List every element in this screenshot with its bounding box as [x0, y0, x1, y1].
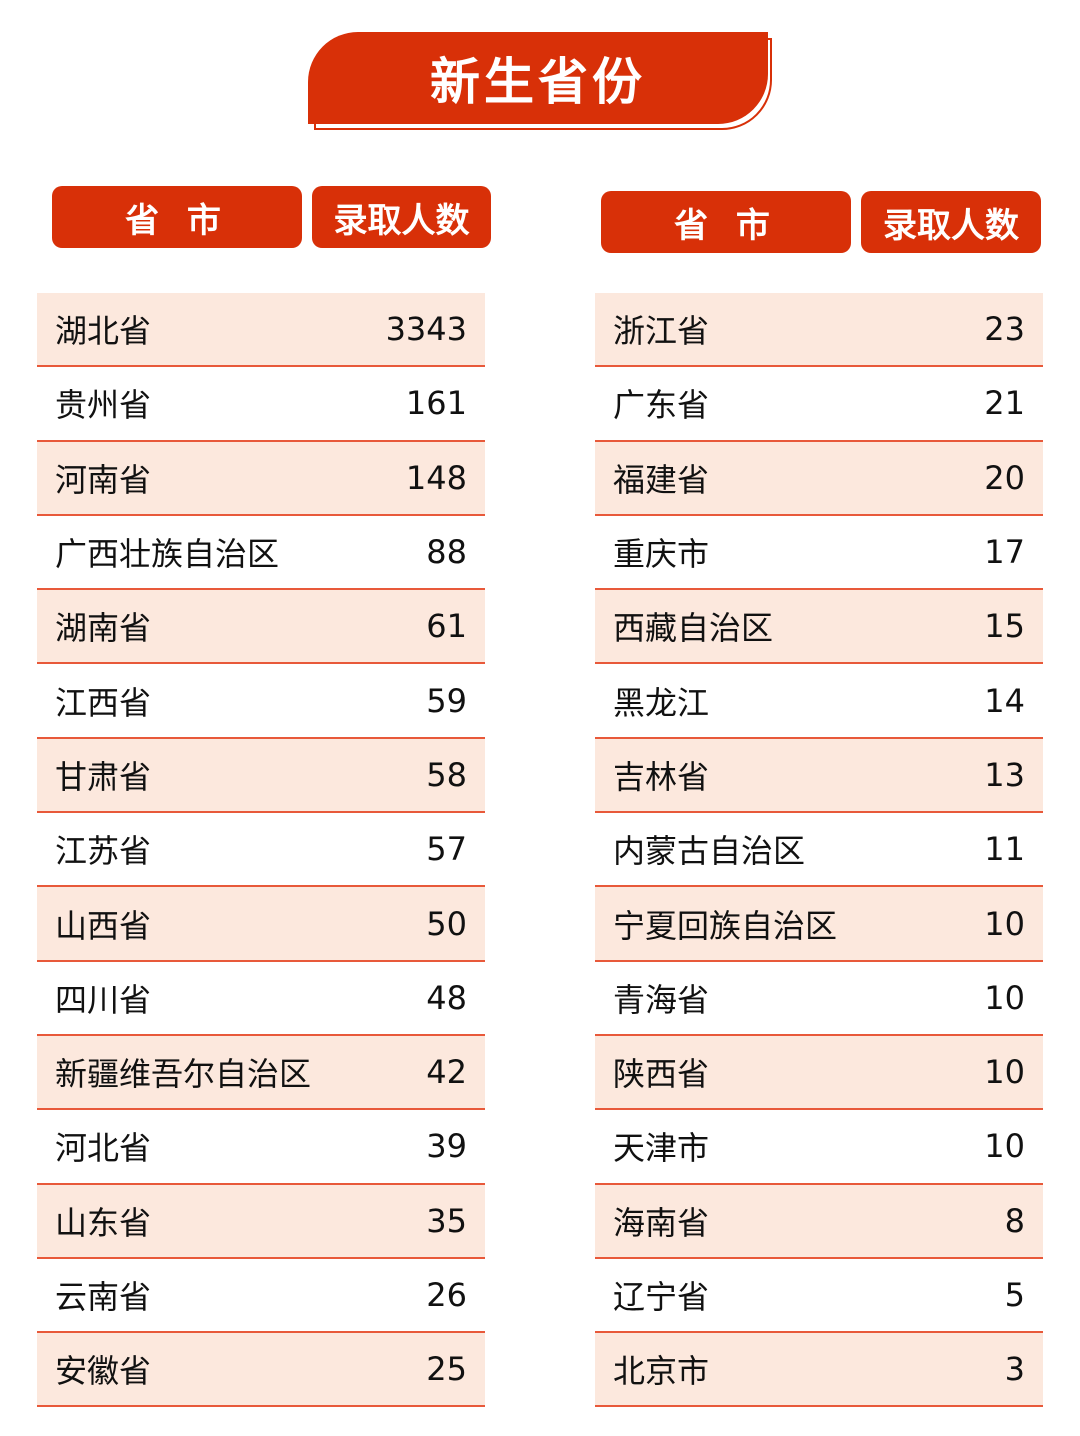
header-province-left: 省 市: [52, 186, 302, 248]
province-name: 宁夏回族自治区: [613, 906, 838, 945]
admission-count: 11: [984, 830, 1025, 869]
table-row: 海南省 8: [595, 1184, 1043, 1259]
table-row: 江苏省 57: [37, 813, 485, 888]
province-name: 青海省: [613, 980, 710, 1019]
admission-count: 8: [1004, 1201, 1025, 1240]
admission-count: 20: [984, 458, 1025, 497]
table-row: 河北省 39: [37, 1110, 485, 1185]
table-row: 浙江省 23: [595, 293, 1043, 368]
table-row: 广东省 21: [595, 367, 1043, 442]
header-province-right: 省 市: [601, 191, 851, 253]
table-row: 安徽省 25: [37, 1333, 485, 1408]
province-name: 重庆市: [613, 535, 710, 574]
province-name: 山西省: [55, 906, 152, 945]
province-name: 内蒙古自治区: [613, 832, 806, 871]
admission-count: 88: [426, 533, 467, 572]
admission-count: 15: [984, 607, 1025, 646]
table-row: 湖北省 3343: [37, 293, 485, 368]
province-name: 湖北省: [55, 312, 152, 351]
table-row: 江西省 59: [37, 664, 485, 739]
table-row: 北京市 3: [595, 1333, 1043, 1408]
admission-count: 25: [426, 1350, 467, 1389]
admission-count: 3343: [385, 310, 467, 349]
admission-count: 50: [426, 904, 467, 943]
province-name: 河南省: [55, 460, 152, 499]
table-row: 内蒙古自治区 11: [595, 813, 1043, 888]
province-name: 辽宁省: [613, 1278, 710, 1316]
province-name: 海南省: [613, 1203, 710, 1242]
admission-count: 48: [426, 978, 467, 1017]
province-name: 天津市: [613, 1129, 710, 1168]
header-count-left: 录取人数: [312, 186, 491, 248]
admission-count: 3: [1004, 1350, 1025, 1389]
table-row: 青海省 10: [595, 962, 1043, 1036]
table-row: 辽宁省 5: [595, 1259, 1043, 1334]
province-name: 北京市: [613, 1352, 710, 1391]
admission-count: 23: [984, 310, 1025, 349]
table-row: 新疆维吾尔自治区 42: [37, 1035, 485, 1111]
admission-count: 35: [426, 1201, 467, 1240]
page-title: 新生省份: [308, 32, 768, 124]
table-row: 山东省 35: [37, 1184, 485, 1259]
admission-count: 57: [426, 830, 467, 869]
table-row: 西藏自治区 15: [595, 590, 1043, 665]
province-name: 四川省: [55, 980, 152, 1019]
province-name: 安徽省: [55, 1352, 152, 1391]
table-row: 河南省 148: [37, 441, 485, 516]
province-name: 浙江省: [613, 312, 710, 351]
table-row: 黑龙江 14: [595, 664, 1043, 739]
admission-count: 61: [426, 607, 467, 646]
province-name: 湖南省: [55, 609, 152, 648]
table-row: 湖南省 61: [37, 590, 485, 665]
province-name: 福建省: [613, 460, 710, 499]
province-name: 吉林省: [613, 757, 710, 796]
province-name: 黑龙江: [613, 683, 710, 722]
table-row: 福建省 20: [595, 441, 1043, 516]
province-name: 河北省: [55, 1129, 152, 1168]
admission-count: 42: [426, 1053, 467, 1092]
header-count-right: 录取人数: [861, 191, 1041, 253]
province-name: 贵州省: [55, 386, 152, 425]
province-name: 山东省: [55, 1203, 152, 1242]
admission-count: 5: [1004, 1276, 1025, 1314]
admission-count: 10: [984, 1127, 1025, 1166]
admission-count: 26: [426, 1276, 467, 1314]
table-row: 贵州省 161: [37, 367, 485, 442]
admission-count: 17: [984, 533, 1025, 572]
admission-count: 10: [984, 904, 1025, 943]
table-row: 甘肃省 58: [37, 738, 485, 814]
admission-count: 161: [405, 384, 467, 423]
admission-count: 59: [426, 681, 467, 720]
table-row: 云南省 26: [37, 1259, 485, 1334]
admission-count: 58: [426, 755, 467, 794]
province-name: 甘肃省: [55, 757, 152, 796]
province-name: 新疆维吾尔自治区: [55, 1055, 312, 1094]
admission-count: 10: [984, 978, 1025, 1017]
province-name: 广西壮族自治区: [55, 535, 280, 574]
table-left: 湖北省 3343 贵州省 161 河南省 148 广西壮族自治区 88 湖南省 61 江西省 59 甘肃…: [37, 293, 485, 1408]
admission-count: 13: [984, 755, 1025, 794]
province-name: 广东省: [613, 386, 710, 425]
table-row: 广西壮族自治区 88: [37, 516, 485, 591]
table-row: 天津市 10: [595, 1110, 1043, 1185]
province-name: 西藏自治区: [613, 609, 774, 648]
table-row: 宁夏回族自治区 10: [595, 887, 1043, 962]
table-right: 浙江省 23 广东省 21 福建省 20 重庆市 17 西藏自治区 15 黑龙江 14 吉林省 13 内蒙古…: [595, 293, 1043, 1408]
province-name: 云南省: [55, 1278, 152, 1316]
table-row: 山西省 50: [37, 887, 485, 962]
admission-count: 10: [984, 1053, 1025, 1092]
admission-count: 14: [984, 681, 1025, 720]
admission-count: 39: [426, 1127, 467, 1166]
province-name: 陕西省: [613, 1055, 710, 1094]
table-row: 重庆市 17: [595, 516, 1043, 591]
province-name: 江苏省: [55, 832, 152, 871]
table-row: 吉林省 13: [595, 738, 1043, 814]
admission-count: 148: [405, 458, 467, 497]
table-row: 四川省 48: [37, 962, 485, 1036]
table-row: 陕西省 10: [595, 1035, 1043, 1111]
admission-count: 21: [984, 384, 1025, 423]
province-name: 江西省: [55, 683, 152, 722]
